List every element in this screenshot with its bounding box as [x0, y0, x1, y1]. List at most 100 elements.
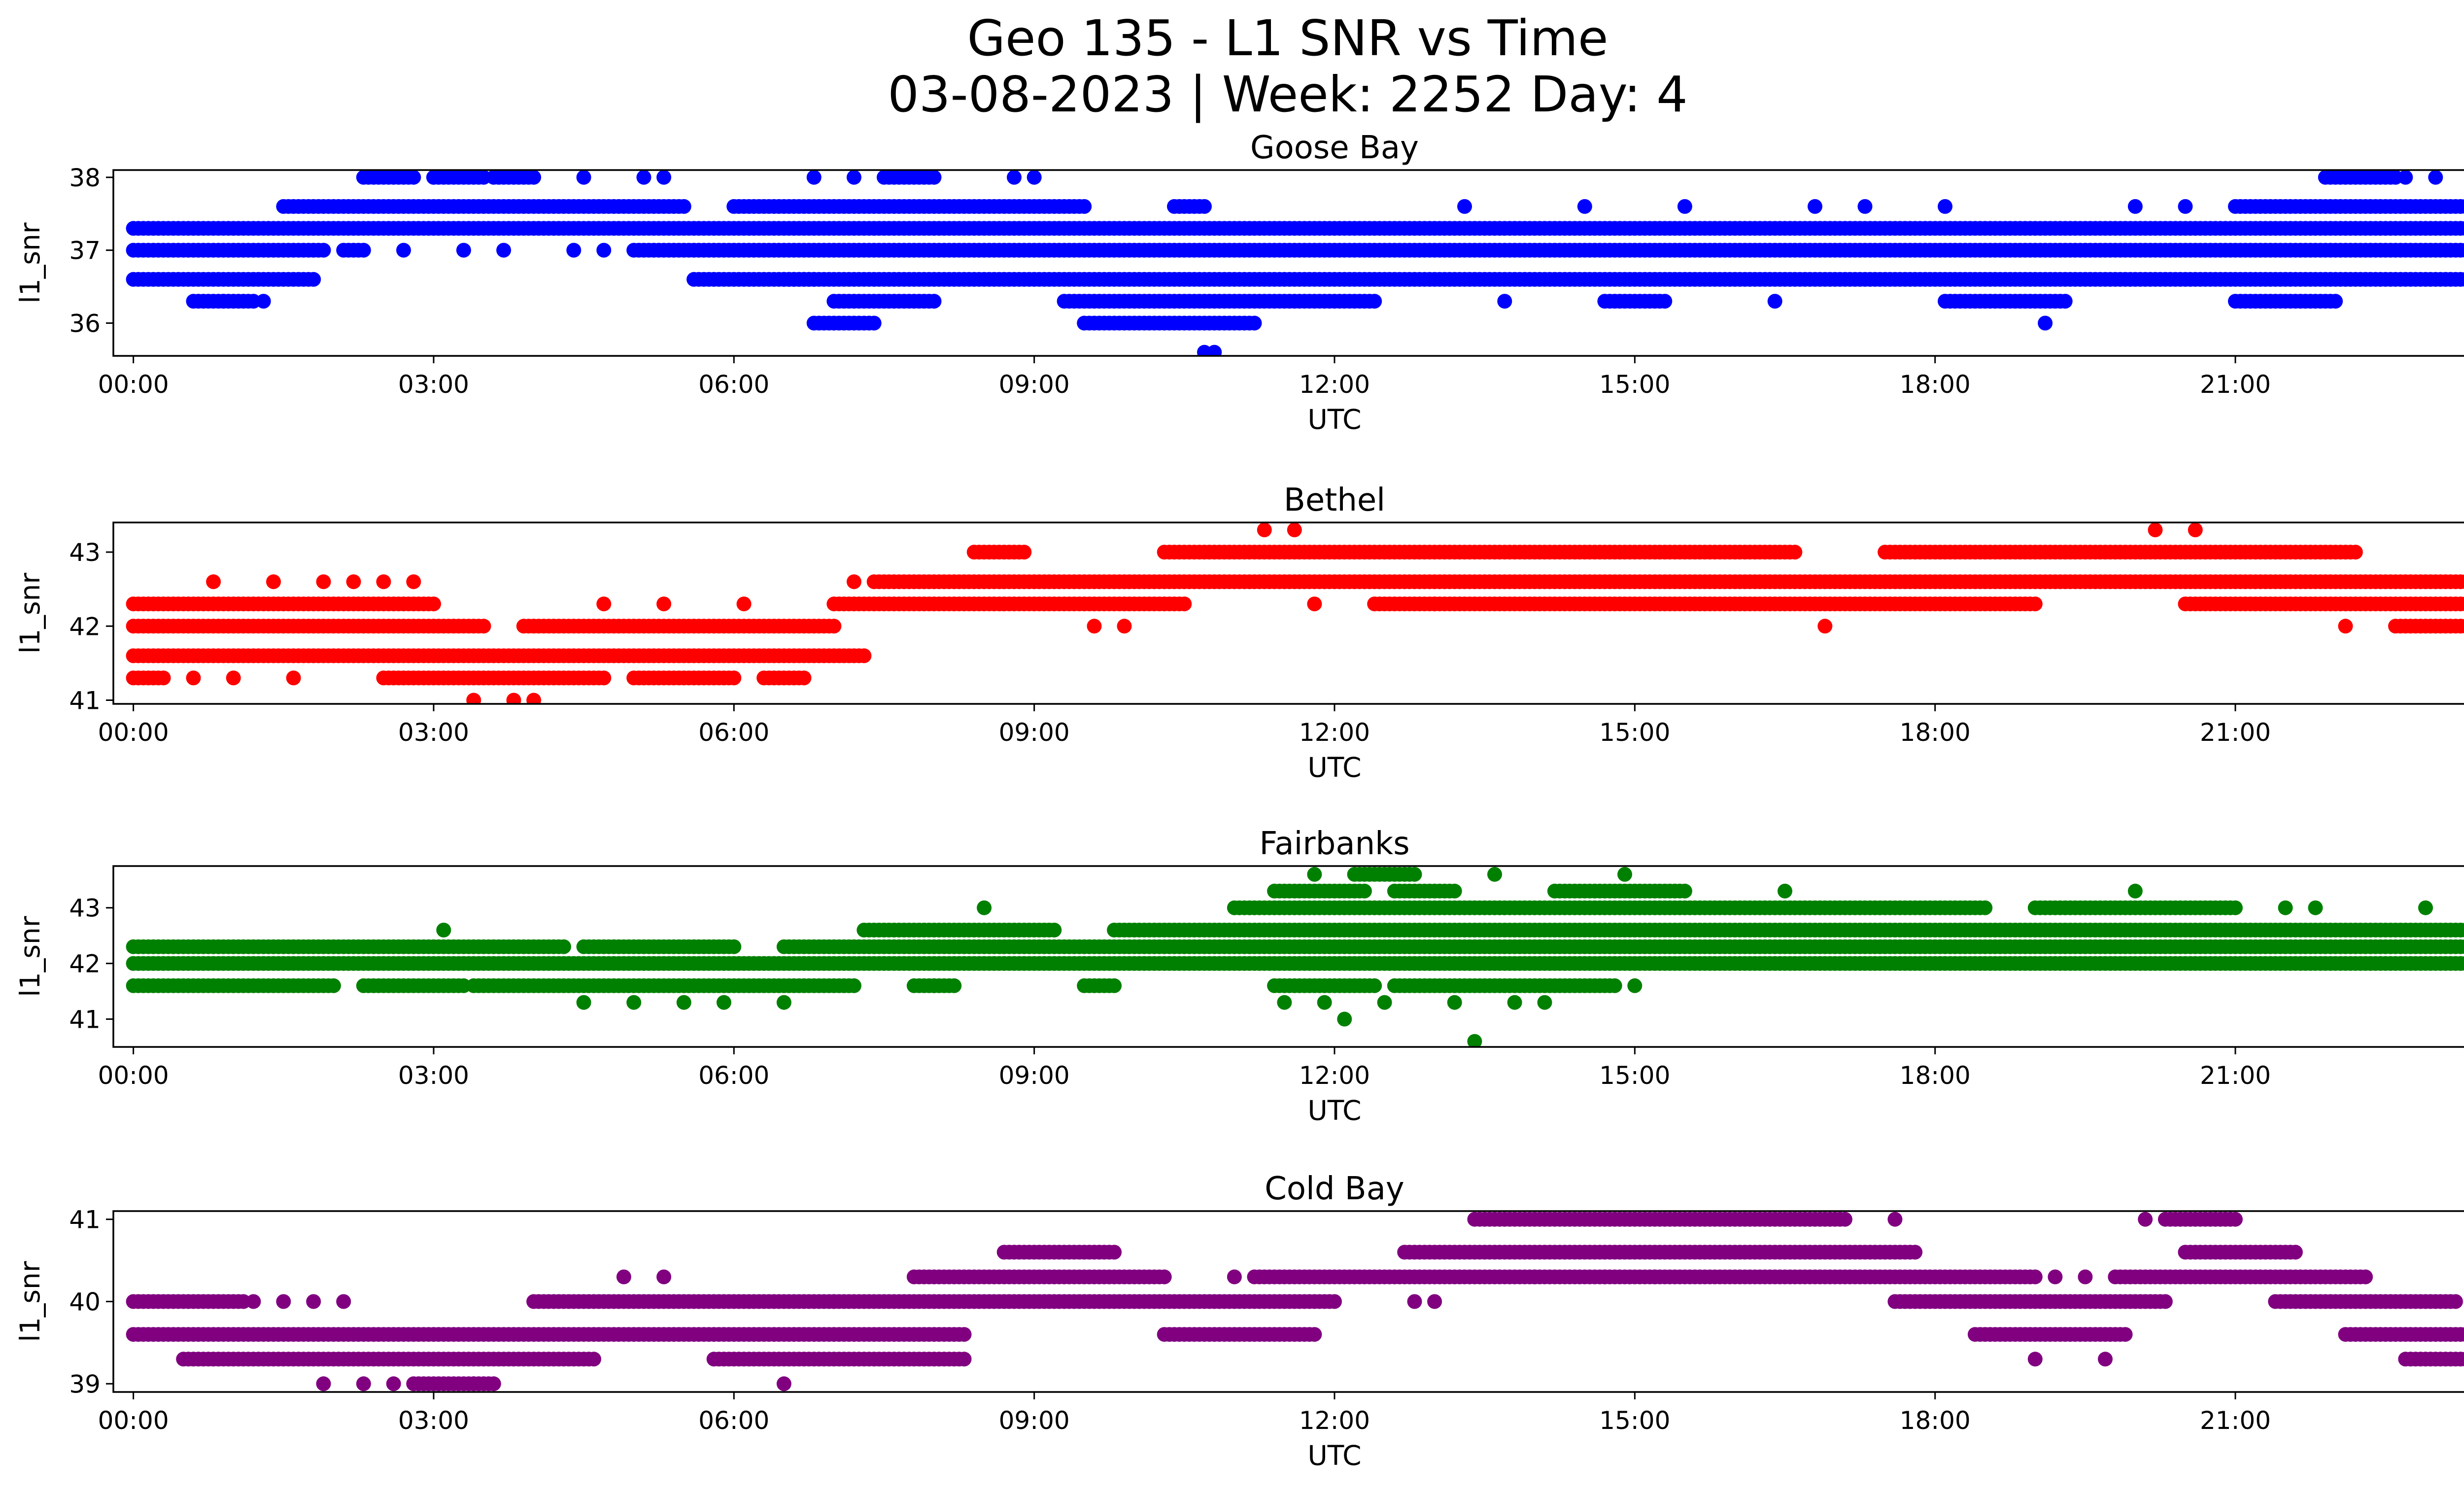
data-point [1938, 199, 1952, 214]
data-point [1497, 294, 1512, 309]
data-point [1537, 995, 1552, 1010]
data-point [656, 596, 672, 612]
x-tick-label: 09:00 [999, 718, 1070, 747]
data-point [426, 170, 441, 185]
data-point [2348, 545, 2363, 560]
data-point [1107, 978, 1122, 993]
data-point [1778, 883, 1792, 899]
figure-title-line1: Geo 135 - L1 SNR vs Time [967, 9, 1608, 67]
data-point [216, 294, 231, 309]
x-tick-label: 15:00 [1599, 370, 1670, 399]
data-point [1767, 294, 1782, 309]
data-point [396, 243, 411, 258]
x-tick-label: 06:00 [698, 370, 769, 399]
data-point [186, 670, 201, 686]
data-point [1017, 545, 1032, 560]
data-point [977, 900, 992, 915]
data-point [726, 670, 742, 686]
axes-frame [112, 169, 2464, 357]
data-point [1277, 995, 1292, 1010]
data-point [1007, 170, 1022, 185]
data-point [1677, 199, 1692, 214]
data-point [856, 648, 872, 663]
data-point [1607, 978, 1622, 993]
x-tick-label: 12:00 [1299, 718, 1370, 747]
x-tick-label: 12:00 [1299, 370, 1370, 399]
data-point [2278, 900, 2293, 915]
data-point [1467, 1034, 1482, 1047]
x-tick-label: 03:00 [398, 1061, 469, 1090]
data-point [776, 995, 791, 1010]
subplot-title: Bethel [1284, 482, 1385, 519]
data-point [2418, 900, 2433, 915]
data-point [526, 170, 542, 185]
data-point [1247, 315, 1262, 331]
data-point [2428, 170, 2443, 185]
data-point [1287, 522, 1302, 537]
data-point [1257, 522, 1272, 537]
data-point [1367, 294, 1382, 309]
data-point [2458, 956, 2464, 971]
data-point [847, 978, 861, 993]
x-axis-label: UTC [1307, 404, 1361, 435]
data-point [306, 272, 321, 287]
data-point [1507, 995, 1522, 1010]
data-point [717, 995, 731, 1010]
subplot-title: Fairbanks [1259, 826, 1409, 862]
data-point [526, 693, 542, 704]
y-tick-label: 43 [69, 538, 101, 567]
data-point [2308, 900, 2323, 915]
data-point [1447, 995, 1462, 1010]
y-tick-label: 38 [69, 164, 101, 192]
data-point [1657, 294, 1673, 309]
subplot-title: Goose Bay [1250, 130, 1419, 166]
data-point [2338, 619, 2353, 634]
data-point [1177, 596, 1192, 612]
data-point [2228, 900, 2243, 915]
data-point [847, 574, 861, 590]
data-point [2038, 315, 2053, 331]
data-point [736, 596, 752, 612]
x-tick-label: 15:00 [1599, 1061, 1670, 1090]
x-tick-label: 21:00 [2200, 718, 2271, 747]
x-axis-label: UTC [1307, 752, 1361, 783]
data-point [316, 574, 331, 590]
y-axis-label: l1_snr [14, 222, 46, 303]
data-point [1077, 199, 1092, 214]
data-point [1197, 199, 1212, 214]
data-point [1817, 619, 1833, 634]
data-point [2458, 574, 2464, 589]
y-tick-label: 41 [69, 686, 101, 715]
x-tick-label: 09:00 [999, 1061, 1070, 1090]
data-point [346, 574, 361, 590]
data-point [206, 574, 221, 590]
data-point [1787, 545, 1803, 560]
y-tick-label: 36 [69, 309, 101, 338]
data-point [1367, 978, 1382, 993]
data-point [1117, 619, 1132, 634]
x-tick-label: 12:00 [1299, 1061, 1370, 1090]
data-point [156, 670, 171, 686]
data-point [726, 939, 742, 954]
data-point [2458, 939, 2464, 954]
data-point [2127, 199, 2143, 214]
data-point [947, 978, 962, 993]
data-point [1307, 867, 1322, 882]
data-point [1337, 1011, 1352, 1027]
data-point [676, 199, 691, 214]
data-point [2398, 170, 2413, 185]
x-tick-label: 03:00 [398, 370, 469, 399]
x-tick-label: 18:00 [1900, 370, 1971, 399]
x-tick-label: 00:00 [98, 718, 169, 747]
y-tick-label: 37 [69, 237, 101, 265]
data-point [456, 243, 471, 258]
data-point [1447, 883, 1462, 899]
data-point [286, 670, 301, 686]
data-point [1978, 900, 1993, 915]
data-point [596, 596, 612, 612]
data-point [2458, 221, 2464, 236]
